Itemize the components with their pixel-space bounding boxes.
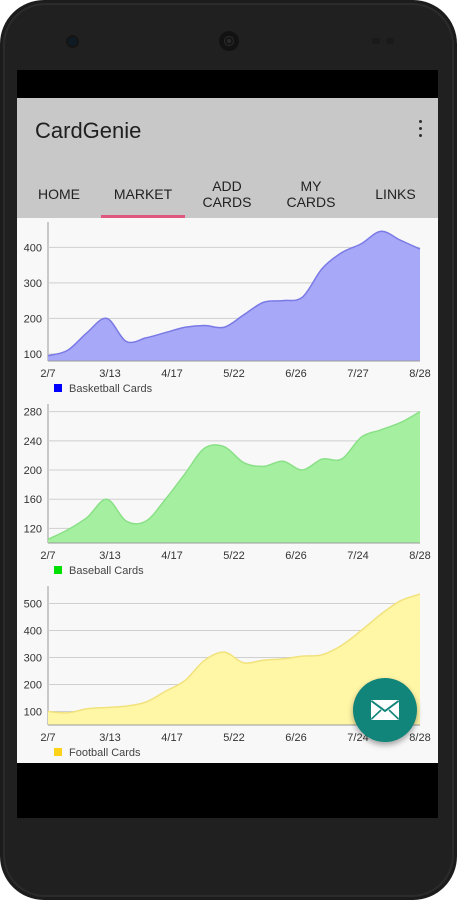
y-tick-label: 100 xyxy=(24,707,42,719)
email-icon xyxy=(370,700,400,720)
y-tick-label: 200 xyxy=(24,680,42,692)
x-tick-label: 6/26 xyxy=(285,368,306,380)
y-tick-label: 200 xyxy=(24,465,42,477)
x-tick-label: 2/7 xyxy=(40,732,55,744)
series-line xyxy=(47,230,421,357)
y-tick-label: 300 xyxy=(24,278,42,290)
x-tick-label: 3/13 xyxy=(99,368,120,380)
email-fab-button[interactable] xyxy=(353,678,417,742)
y-tick-label: 100 xyxy=(24,349,42,361)
tab-my-cards[interactable]: MY CARDS xyxy=(269,170,353,218)
y-tick-label: 300 xyxy=(24,653,42,665)
proximity-sensor xyxy=(372,38,380,44)
app-bar: CardGenie HOME MARKET ADD CARDS MY CARDS xyxy=(17,98,438,218)
y-tick-label: 120 xyxy=(24,523,42,535)
y-tick-label: 280 xyxy=(24,407,42,419)
x-tick-label: 7/24 xyxy=(347,550,368,562)
football-chart: 100 200 300 400 500 2/7 3/13 4/17 5/22 6/26 7/24 8/… xyxy=(24,586,431,759)
x-tick-label: 4/17 xyxy=(161,550,182,562)
tab-links[interactable]: LINKS xyxy=(353,170,438,218)
status-bar xyxy=(17,70,438,98)
legend-label: Football Cards xyxy=(69,747,141,759)
y-tick-label: 400 xyxy=(24,242,42,254)
x-tick-label: 4/17 xyxy=(161,732,182,744)
legend-label: Baseball Cards xyxy=(69,565,144,577)
light-sensor xyxy=(386,38,394,44)
series-area xyxy=(48,231,420,361)
x-tick-label: 5/22 xyxy=(223,732,244,744)
x-tick-label: 2/7 xyxy=(40,550,55,562)
tab-market[interactable]: MARKET xyxy=(101,170,185,218)
tab-label: HOME xyxy=(38,186,80,202)
series-area xyxy=(48,411,420,543)
y-tick-label: 200 xyxy=(24,313,42,325)
series-area xyxy=(48,594,420,725)
x-tick-label: 4/17 xyxy=(161,368,182,380)
tab-label: MY CARDS xyxy=(286,178,336,210)
tab-label: MARKET xyxy=(113,186,173,202)
selected-tab-indicator xyxy=(101,215,185,218)
x-tick-label: 8/28 xyxy=(409,368,430,380)
x-tick-label: 7/27 xyxy=(347,368,368,380)
y-tick-label: 500 xyxy=(24,599,42,611)
x-tick-label: 3/13 xyxy=(99,550,120,562)
x-tick-label: 2/7 xyxy=(40,368,55,380)
earpiece-speaker xyxy=(219,31,239,51)
more-vert-icon[interactable] xyxy=(416,120,424,142)
tab-label: LINKS xyxy=(375,186,416,202)
legend-label: Basketball Cards xyxy=(69,383,153,395)
x-tick-label: 8/28 xyxy=(409,732,430,744)
y-tick-label: 160 xyxy=(24,494,42,506)
baseball-chart: 120 160 200 240 280 2/7 3/13 4/17 5/22 6/26 7/24 8/… xyxy=(24,404,431,577)
nav-bar-area xyxy=(17,763,438,818)
y-tick-label: 240 xyxy=(24,436,42,448)
x-tick-label: 5/22 xyxy=(223,550,244,562)
basketball-chart: 100 200 300 400 2/7 3/13 4/17 5/22 6/26 7/27 8/28 B… xyxy=(24,222,431,395)
x-tick-label: 6/26 xyxy=(285,550,306,562)
y-tick-label: 400 xyxy=(24,626,42,638)
screen: CardGenie HOME MARKET ADD CARDS MY CARDS xyxy=(17,70,438,818)
series-line xyxy=(47,593,421,714)
x-tick-label: 8/28 xyxy=(409,550,430,562)
series-line xyxy=(47,410,421,541)
legend-swatch xyxy=(54,384,62,392)
tab-bar: HOME MARKET ADD CARDS MY CARDS LINKS xyxy=(17,170,438,218)
tab-home[interactable]: HOME xyxy=(17,170,101,218)
tab-add-cards[interactable]: ADD CARDS xyxy=(185,170,269,218)
market-charts: 100 200 300 400 2/7 3/13 4/17 5/22 6/26 7/27 8/28 B… xyxy=(17,218,438,763)
app-title: CardGenie xyxy=(35,118,142,143)
legend-swatch xyxy=(54,748,62,756)
legend-swatch xyxy=(54,566,62,574)
x-tick-label: 6/26 xyxy=(285,732,306,744)
front-camera xyxy=(68,37,77,46)
tab-label: ADD CARDS xyxy=(202,178,252,210)
x-tick-label: 3/13 xyxy=(99,732,120,744)
x-tick-label: 5/22 xyxy=(223,368,244,380)
x-tick-label: 7/24 xyxy=(347,732,368,744)
